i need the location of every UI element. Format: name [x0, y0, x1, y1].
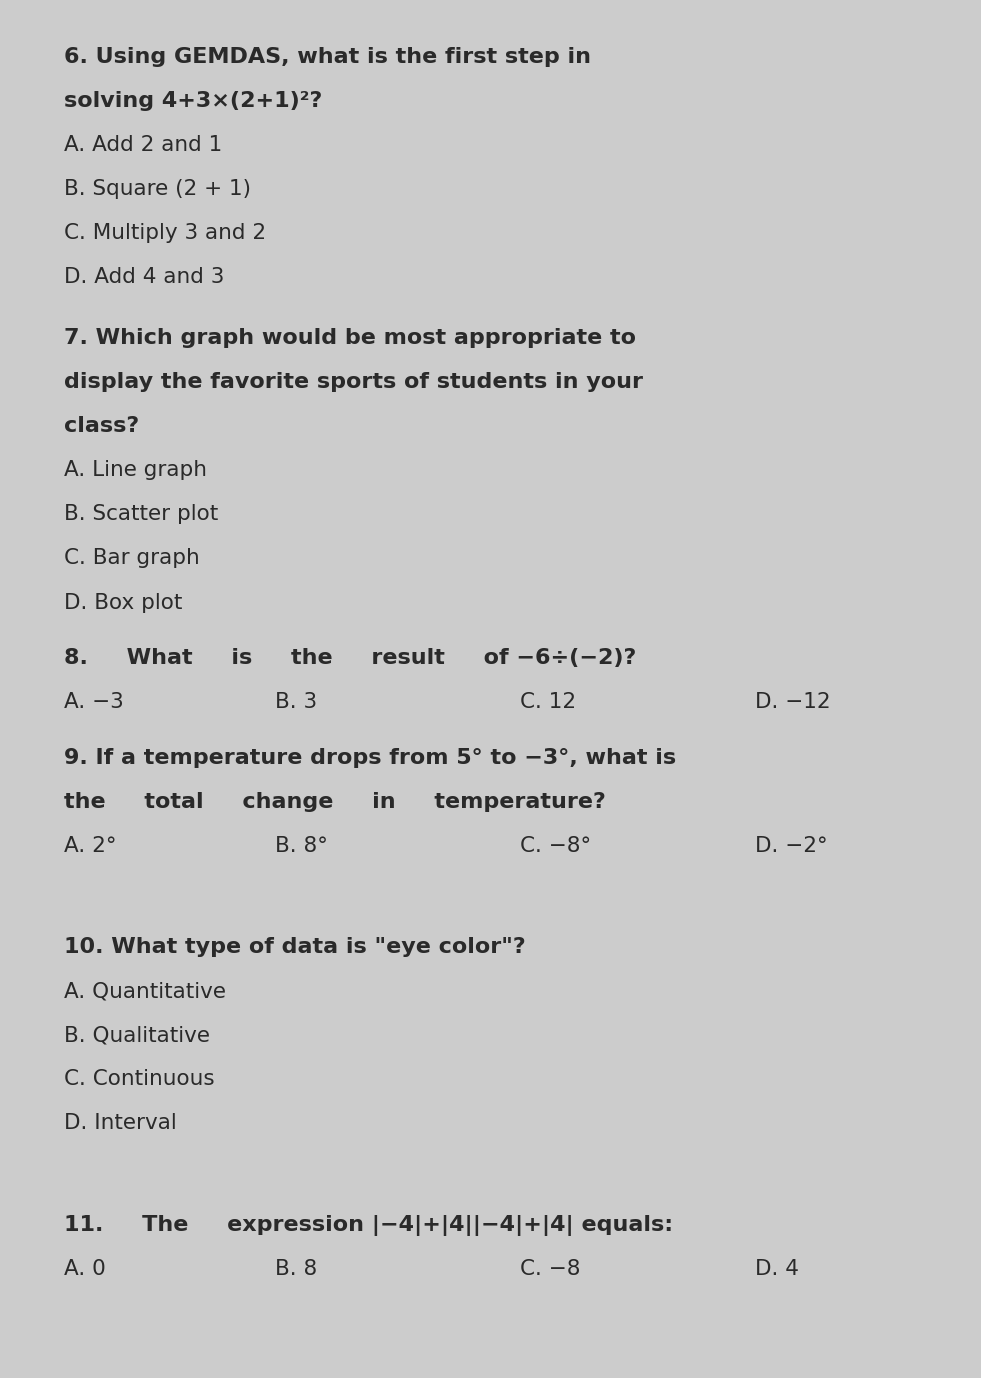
Text: A. Quantitative: A. Quantitative [64, 981, 226, 1002]
Text: B. 3: B. 3 [275, 692, 317, 712]
Text: A. Line graph: A. Line graph [64, 460, 207, 481]
Text: D. 4: D. 4 [755, 1259, 800, 1280]
Text: 9. If a temperature drops from 5° to −3°, what is: 9. If a temperature drops from 5° to −3°… [64, 748, 676, 769]
Text: D. −12: D. −12 [755, 692, 831, 712]
Text: 10. What type of data is "eye color"?: 10. What type of data is "eye color"? [64, 937, 526, 958]
Text: D. −2°: D. −2° [755, 836, 828, 857]
Text: D. Box plot: D. Box plot [64, 593, 182, 613]
Text: the     total     change     in     temperature?: the total change in temperature? [64, 792, 605, 813]
Text: 6. Using GEMDAS, what is the first step in: 6. Using GEMDAS, what is the first step … [64, 47, 591, 68]
Text: solving 4+3×(2+1)²?: solving 4+3×(2+1)²? [64, 91, 322, 112]
Text: B. Qualitative: B. Qualitative [64, 1025, 210, 1046]
Text: C. Multiply 3 and 2: C. Multiply 3 and 2 [64, 223, 266, 244]
Text: A. 0: A. 0 [64, 1259, 106, 1280]
Text: A. −3: A. −3 [64, 692, 124, 712]
Text: 8.     What     is     the     result     of −6÷(−2)?: 8. What is the result of −6÷(−2)? [64, 648, 636, 668]
Text: 11.     The     expression |−4|+|4||−4|+|4| equals:: 11. The expression |−4|+|4||−4|+|4| equa… [64, 1215, 673, 1236]
Text: D. Add 4 and 3: D. Add 4 and 3 [64, 267, 224, 288]
Text: A. 2°: A. 2° [64, 836, 117, 857]
Text: D. Interval: D. Interval [64, 1113, 177, 1134]
Text: class?: class? [64, 416, 139, 437]
Text: C. Bar graph: C. Bar graph [64, 548, 199, 569]
Text: B. 8°: B. 8° [275, 836, 328, 857]
Text: C. −8°: C. −8° [520, 836, 592, 857]
Text: display the favorite sports of students in your: display the favorite sports of students … [64, 372, 643, 393]
Text: 7. Which graph would be most appropriate to: 7. Which graph would be most appropriate… [64, 328, 636, 349]
Text: B. 8: B. 8 [275, 1259, 317, 1280]
Text: C. 12: C. 12 [520, 692, 576, 712]
Text: A. Add 2 and 1: A. Add 2 and 1 [64, 135, 222, 156]
Text: B. Square (2 + 1): B. Square (2 + 1) [64, 179, 251, 200]
Text: C. Continuous: C. Continuous [64, 1069, 215, 1090]
Text: C. −8: C. −8 [520, 1259, 581, 1280]
Text: B. Scatter plot: B. Scatter plot [64, 504, 218, 525]
